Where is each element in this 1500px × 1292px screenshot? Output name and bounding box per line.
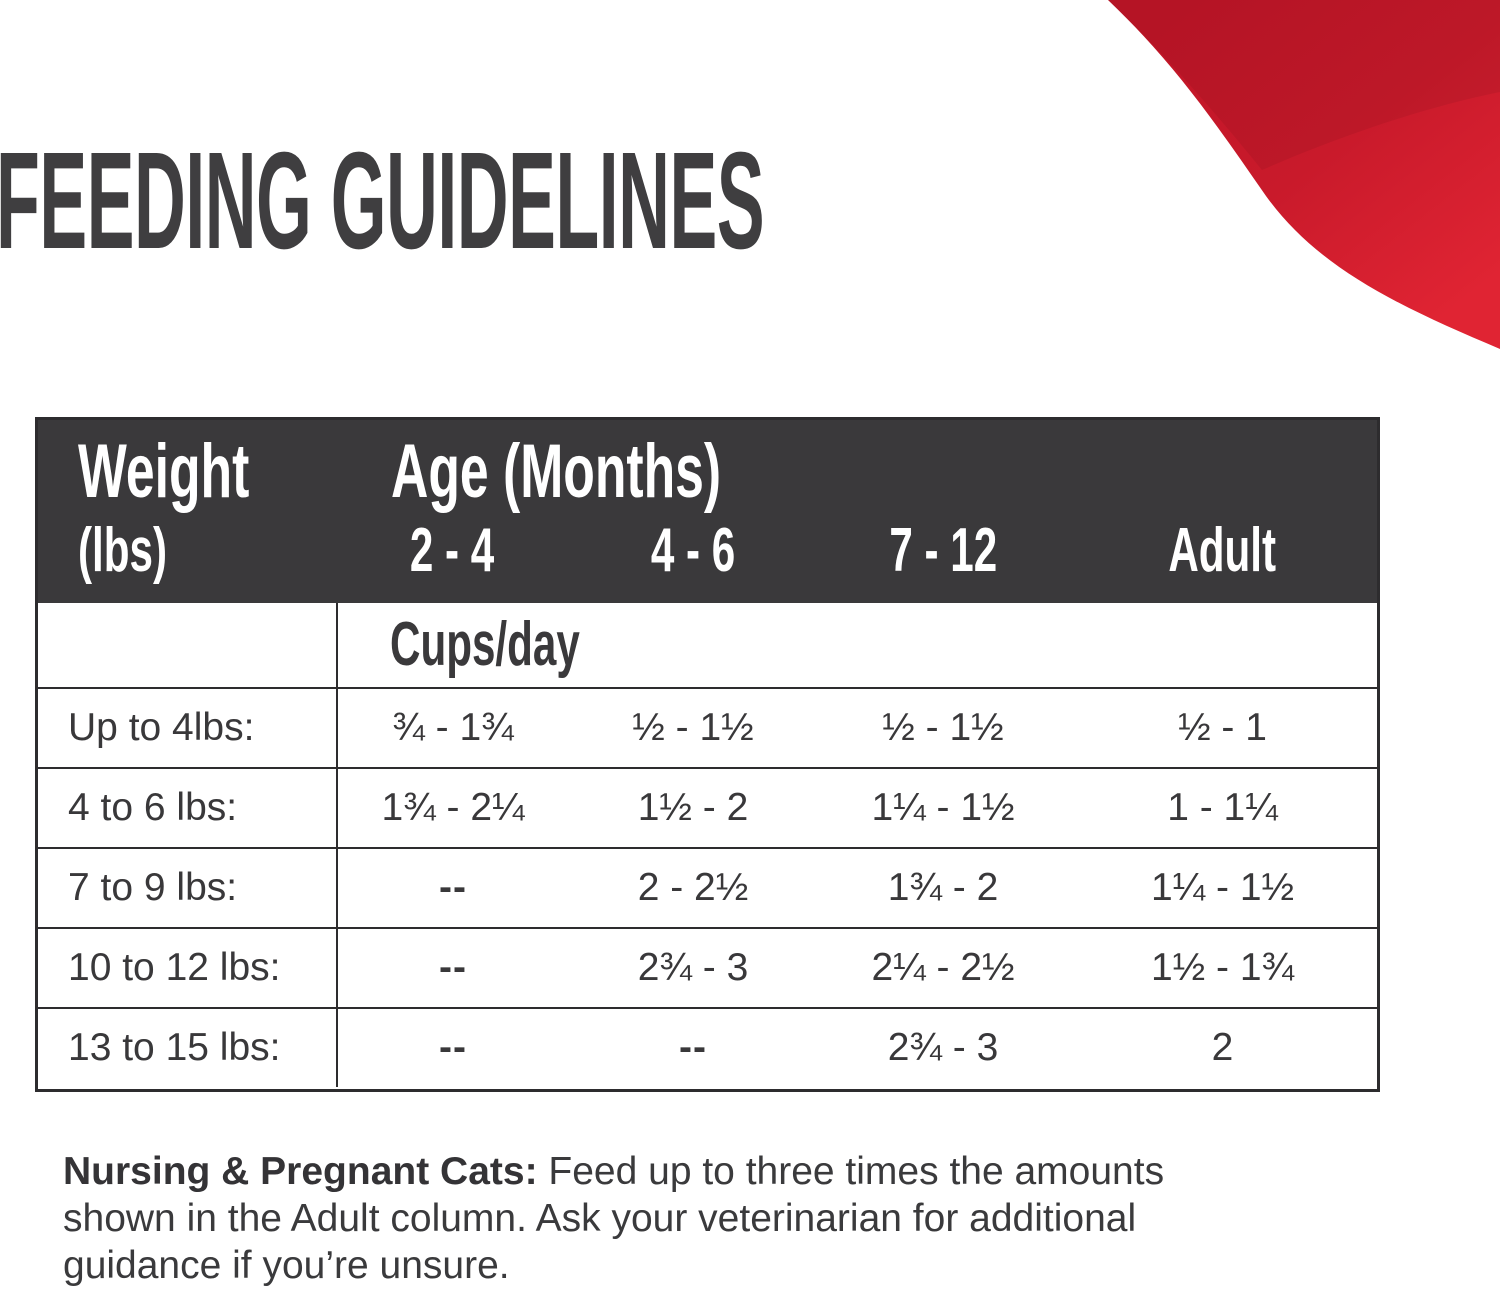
row-weight-label: 4 to 6 lbs:: [68, 786, 238, 829]
age-col-adult: Adult: [1168, 516, 1277, 585]
row-value: ¾ - 1¾: [336, 689, 568, 767]
age-col-2-4: 2 - 4: [409, 516, 495, 585]
row-value: 2¼ - 2½: [871, 946, 1015, 989]
page-title: FEEDING GUIDELINES: [0, 124, 765, 278]
cups-per-day-cell: Cups/day: [336, 603, 1377, 687]
cups-per-day-label: Cups/day: [390, 610, 580, 679]
row-value: 2 - 2½: [637, 866, 749, 909]
footnote-line3: guidance if you’re unsure.: [63, 1244, 510, 1287]
row-value: 1 - 1¼: [1167, 786, 1278, 829]
row-value: --: [336, 849, 568, 927]
row-value: ½ - 1½: [632, 706, 754, 749]
row-value: 2¾ - 3: [637, 946, 749, 989]
row-value: ½ - 1½: [882, 706, 1004, 749]
footnote-line1: Nursing & Pregnant Cats: Feed up to thre…: [63, 1148, 1393, 1195]
row-weight-label: 10 to 12 lbs:: [68, 946, 281, 989]
cups-per-day-row: Cups/day: [38, 603, 1377, 687]
table-row: 13 to 15 lbs: -- -- 2¾ - 3 2: [38, 1007, 1377, 1087]
footnote: Nursing & Pregnant Cats: Feed up to thre…: [63, 1148, 1393, 1289]
age-col-7-12: 7 - 12: [889, 516, 997, 585]
row-value: 1½ - 2: [637, 786, 749, 829]
row-value: --: [336, 1009, 568, 1087]
row-value: 1¼ - 1½: [871, 786, 1015, 829]
row-value: 1½ - 1¾: [1150, 946, 1295, 989]
feeding-guidelines-table: Weight (lbs) Age (Months) 2 - 4 4 - 6 7 …: [35, 417, 1380, 1092]
footnote-line1-rest: Feed up to three times the amounts: [537, 1150, 1165, 1193]
row-value: ½ - 1: [1178, 706, 1267, 749]
row-weight-label: Up to 4lbs:: [68, 706, 255, 749]
table-row: 7 to 9 lbs: -- 2 - 2½ 1¾ - 2 1¼ - 1½: [38, 847, 1377, 927]
row-value: 2¾ - 3: [887, 1026, 999, 1069]
row-value: --: [679, 1026, 707, 1069]
footnote-line2: shown in the Adult column. Ask your vete…: [63, 1197, 1137, 1240]
age-column-labels: 2 - 4 4 - 6 7 - 12 Adult: [336, 520, 1377, 582]
age-col-4-6: 4 - 6: [650, 516, 736, 585]
table-row: Up to 4lbs: ¾ - 1¾ ½ - 1½ ½ - 1½ ½ - 1: [38, 687, 1377, 767]
row-value: 2: [1211, 1026, 1234, 1069]
row-weight-label: 7 to 9 lbs:: [68, 866, 238, 909]
table-row: 10 to 12 lbs: -- 2¾ - 3 2¼ - 2½ 1½ - 1¾: [38, 927, 1377, 1007]
row-value: 1¼ - 1½: [1150, 866, 1295, 909]
table-header: Weight (lbs) Age (Months) 2 - 4 4 - 6 7 …: [38, 420, 1377, 603]
weight-unit-label: (lbs): [78, 516, 167, 585]
age-months-header: Age (Months): [391, 429, 722, 514]
empty-cell: [38, 603, 336, 687]
row-value: 1¾ - 2: [887, 866, 999, 909]
row-weight-label: 13 to 15 lbs:: [68, 1026, 281, 1069]
footnote-lead-in: Nursing & Pregnant Cats:: [63, 1150, 538, 1193]
weight-column-header: Weight: [78, 429, 250, 514]
row-value: 1¾ - 2¼: [336, 769, 568, 847]
table-row: 4 to 6 lbs: 1¾ - 2¼ 1½ - 2 1¼ - 1½ 1 - 1…: [38, 767, 1377, 847]
row-value: --: [336, 929, 568, 1007]
